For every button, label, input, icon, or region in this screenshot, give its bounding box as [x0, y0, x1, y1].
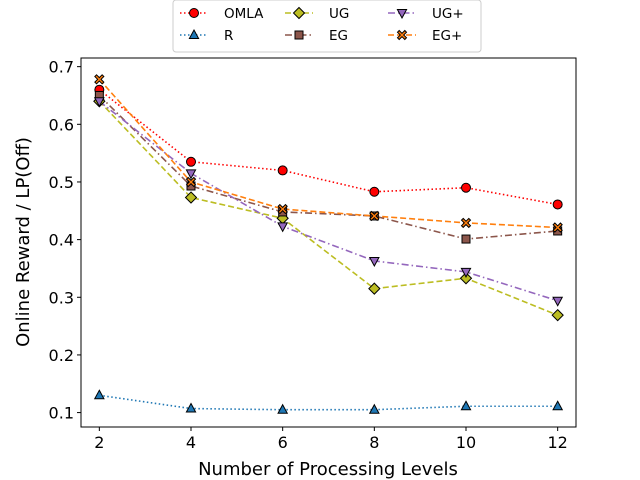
y-tick-label: 0.4: [49, 231, 74, 250]
series-markers: [93, 74, 564, 414]
x-tick-label: 4: [186, 433, 196, 452]
series-line-r: [99, 394, 558, 411]
y-tick-label: 0.3: [49, 288, 74, 307]
data-point-eg-plus: [277, 203, 288, 215]
data-point-r: [460, 400, 472, 411]
data-point-ug-plus: [93, 97, 105, 108]
y-tick-label: 0.6: [49, 115, 74, 134]
legend-marker-omla: [189, 8, 199, 18]
data-point-eg-plus: [94, 74, 105, 85]
series-line-ug-plus: [98, 100, 558, 302]
data-point-ug: [551, 308, 564, 322]
legend-marker-ug-plus: [396, 9, 408, 20]
x-axis-ticks: 2 4 6 8 10 12: [94, 427, 568, 452]
legend-label-ug-plus: UG+: [432, 6, 464, 22]
x-tick-label: 6: [278, 433, 288, 452]
data-point-ug-plus: [460, 267, 472, 278]
legend-marker-r: [188, 28, 200, 39]
legend-label-eg-plus: EG+: [432, 28, 462, 44]
data-point-eg: [461, 234, 471, 244]
data-point-omla: [186, 156, 196, 167]
y-tick-label: 0.2: [49, 346, 74, 365]
data-point-eg-plus: [552, 222, 563, 233]
y-tick-label: 0.1: [49, 404, 74, 423]
data-point-ug-plus: [552, 296, 564, 307]
x-axis-label: Number of Processing Levels: [198, 459, 458, 480]
y-axis-label: Online Reward / LP(Off): [13, 137, 34, 347]
series-line-omla: [98, 89, 558, 206]
series-line-ug: [98, 100, 558, 316]
series-line-eg: [98, 94, 558, 240]
x-tick-label: 12: [547, 433, 567, 452]
data-point-r: [93, 389, 105, 400]
data-point-ug: [459, 272, 473, 285]
data-point-omla: [277, 165, 288, 176]
legend-label-ug: UG: [329, 6, 349, 22]
x-tick-label: 10: [456, 433, 476, 452]
y-tick-label: 0.7: [49, 58, 74, 77]
data-point-ug-plus: [185, 169, 197, 180]
data-point-eg-plus: [460, 217, 472, 229]
data-point-ug-plus: [277, 222, 289, 233]
data-point-r: [277, 403, 289, 414]
legend-marker-eg-plus: [396, 29, 408, 41]
series-line-eg-plus: [98, 78, 558, 229]
data-point-ug-plus: [368, 256, 380, 268]
data-point-eg-plus: [369, 210, 380, 222]
legend-label-r: R: [224, 28, 233, 44]
legend-marker-ug: [292, 6, 306, 20]
legend-marker-eg: [294, 30, 304, 40]
legend: OMLA R UG EG UG+ EG+: [172, 0, 482, 53]
y-axis-ticks: 0.1 0.2 0.3 0.4 0.5 0.6 0.7: [49, 58, 81, 423]
y-tick-label: 0.5: [49, 173, 74, 192]
legend-label-omla: OMLA: [224, 6, 264, 22]
data-point-r: [552, 400, 564, 411]
series-lines: [98, 78, 558, 411]
data-point-omla: [552, 199, 563, 210]
x-tick-label: 2: [94, 433, 104, 452]
x-tick-label: 8: [369, 433, 379, 452]
legend-label-eg: EG: [329, 28, 348, 44]
data-point-omla: [461, 182, 471, 193]
data-point-eg-plus: [185, 176, 197, 188]
data-point-r: [185, 402, 197, 413]
plot-frame: [80, 57, 577, 428]
data-point-r: [368, 403, 380, 414]
data-point-ug: [368, 282, 381, 295]
data-point-omla: [369, 186, 380, 197]
data-point-ug: [184, 191, 198, 204]
